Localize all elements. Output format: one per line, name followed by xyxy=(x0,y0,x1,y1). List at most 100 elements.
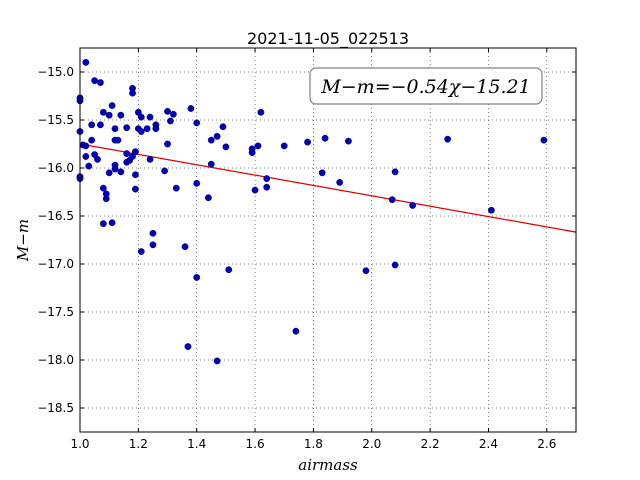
data-point xyxy=(88,121,96,129)
data-point xyxy=(263,183,271,191)
y-tick-label: −16.5 xyxy=(37,209,74,223)
data-point xyxy=(117,168,125,176)
data-point xyxy=(172,184,180,192)
data-point xyxy=(336,178,344,186)
data-point xyxy=(105,111,113,119)
data-point xyxy=(292,327,300,335)
fit-annotation: M−m=−0.54χ−15.21 xyxy=(309,67,543,105)
grid xyxy=(79,48,576,432)
data-point xyxy=(132,185,139,193)
data-point xyxy=(304,138,311,146)
data-point xyxy=(164,107,171,115)
data-point xyxy=(97,121,104,129)
y-tick-label: −16.0 xyxy=(37,161,74,175)
data-point xyxy=(388,196,396,204)
data-point xyxy=(114,136,122,144)
data-point xyxy=(321,134,329,142)
data-point xyxy=(540,136,548,144)
y-tick-label: −15.5 xyxy=(37,113,74,127)
data-point xyxy=(193,179,201,187)
data-point xyxy=(487,206,495,214)
data-point xyxy=(207,160,215,168)
y-tick-label: −17.0 xyxy=(37,257,74,271)
y-tick-label: −17.5 xyxy=(37,305,74,319)
data-point xyxy=(213,132,221,140)
x-tick-label: 2.2 xyxy=(421,437,440,451)
y-tick-label: −18.0 xyxy=(37,353,74,367)
data-point xyxy=(143,125,151,133)
data-point xyxy=(181,243,189,251)
data-point xyxy=(169,110,177,118)
chart-title: 2021-11-05_022513 xyxy=(247,29,409,49)
data-point xyxy=(222,143,230,151)
data-point xyxy=(146,113,154,121)
data-point xyxy=(137,248,145,255)
data-point xyxy=(391,168,399,176)
fit-line xyxy=(79,143,577,233)
annotation-text: M−m=−0.54χ−15.21 xyxy=(320,76,530,98)
data-point xyxy=(280,142,288,150)
data-point xyxy=(207,136,215,144)
data-point xyxy=(391,261,399,269)
data-point xyxy=(111,125,119,133)
data-point xyxy=(88,136,96,144)
data-point xyxy=(149,241,157,249)
data-point xyxy=(117,111,125,119)
annotation-box xyxy=(309,67,543,105)
x-tick-label: 1.6 xyxy=(246,437,265,451)
x-tick-label: 2.4 xyxy=(479,437,498,451)
data-point xyxy=(102,195,110,203)
data-point xyxy=(82,59,90,66)
ticks xyxy=(79,48,576,432)
x-axis-label: airmass xyxy=(298,456,358,474)
x-tick-label: 2.6 xyxy=(537,437,556,451)
data-point xyxy=(91,77,98,85)
x-tick-label: 1.2 xyxy=(129,437,148,451)
y-tick-labels: −15.0 −15.5 −16.0 −16.5 −17.0 −17.5 −18.0 −18.5 xyxy=(37,65,74,415)
x-tick-labels: 1.0 1.2 1.4 1.6 1.8 2.0 2.2 2.4 2.6 xyxy=(70,437,556,451)
data-point xyxy=(111,165,119,173)
data-point xyxy=(149,229,157,237)
data-point xyxy=(94,155,101,163)
data-point xyxy=(129,89,136,97)
data-point xyxy=(99,220,107,228)
data-point xyxy=(146,155,154,163)
data-point xyxy=(362,267,370,275)
data-point xyxy=(193,119,201,127)
data-point xyxy=(123,124,131,132)
data-point xyxy=(225,266,233,274)
data-point xyxy=(409,202,417,209)
data-point xyxy=(164,140,171,148)
data-point xyxy=(132,171,139,179)
data-point xyxy=(345,137,352,145)
data-point xyxy=(85,162,93,170)
data-point xyxy=(444,135,452,143)
data-point xyxy=(99,108,107,116)
data-points xyxy=(76,59,548,365)
data-point xyxy=(213,357,221,365)
y-tick-label: −18.5 xyxy=(37,401,74,415)
data-point xyxy=(105,169,113,177)
x-tick-label: 2.0 xyxy=(362,437,381,451)
data-point xyxy=(152,125,160,133)
x-tick-label: 1.4 xyxy=(187,437,206,451)
y-axis-label: M−m xyxy=(14,219,32,262)
data-point xyxy=(187,105,195,112)
data-point xyxy=(248,149,256,157)
data-point xyxy=(219,123,227,131)
data-point xyxy=(193,274,201,281)
data-point xyxy=(99,184,107,192)
data-point xyxy=(161,167,169,175)
data-point xyxy=(167,117,174,125)
data-point xyxy=(82,142,90,150)
data-point xyxy=(204,194,212,202)
data-point xyxy=(254,142,262,150)
data-point xyxy=(257,108,265,116)
data-point xyxy=(82,153,90,160)
data-point xyxy=(137,128,145,135)
data-point xyxy=(137,113,145,121)
plot-frame xyxy=(79,47,577,433)
data-point xyxy=(97,79,104,86)
y-tick-label: −15.0 xyxy=(37,65,74,79)
